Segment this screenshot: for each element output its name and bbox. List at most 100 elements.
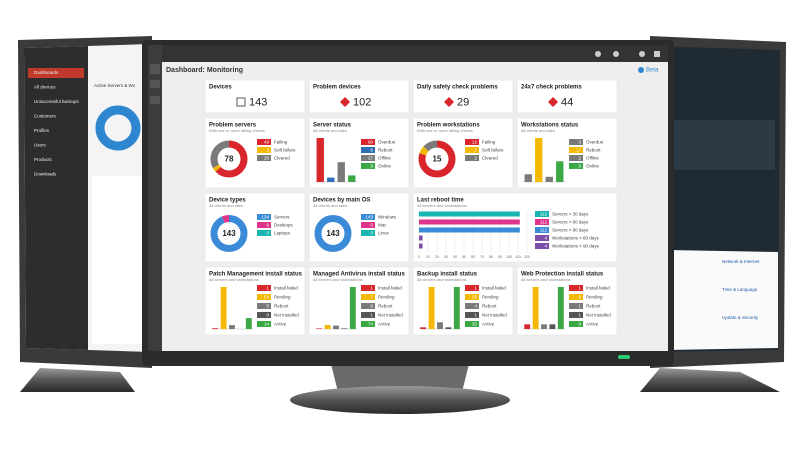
legend-label: Active	[274, 321, 287, 326]
x-tick-label: 10	[426, 255, 430, 259]
bar	[220, 287, 227, 329]
legend-swatch	[535, 211, 549, 217]
bar	[327, 177, 335, 182]
left-table	[92, 176, 146, 344]
bar	[549, 324, 556, 329]
legend-label: Overdue	[378, 139, 396, 144]
bar	[556, 161, 564, 182]
legend-value: 1	[370, 312, 373, 317]
bar	[419, 211, 520, 217]
tile-subtitle: With one or more failing checks	[209, 128, 265, 133]
legend-swatch	[361, 163, 375, 169]
legend-value: 1	[474, 312, 477, 317]
tile-bg	[204, 79, 306, 114]
legend-swatch	[465, 155, 479, 161]
x-tick-label: 30	[444, 255, 448, 259]
legend-label: Active	[586, 321, 599, 326]
legend-swatch	[535, 235, 549, 241]
donut-center: 15	[433, 155, 442, 164]
legend-label: Cleared	[482, 155, 498, 160]
legend-swatch	[361, 303, 375, 309]
legend-value: 1	[578, 312, 581, 317]
menu-item: All devices	[34, 85, 56, 90]
menu-item: Products	[34, 157, 53, 162]
tile-value: 102	[353, 96, 371, 108]
panel-title: Active Servers & Wo	[94, 83, 136, 88]
apps-icon[interactable]	[654, 51, 660, 57]
legend-label: Install failed	[482, 285, 506, 290]
bar	[316, 328, 323, 329]
x-tick-label: 50	[462, 255, 466, 259]
bar	[557, 287, 564, 329]
power-led	[618, 355, 630, 359]
bar	[348, 175, 356, 182]
bar	[419, 243, 423, 249]
donut-segment	[418, 140, 456, 178]
tile-subtitle: All clients and sites	[209, 203, 243, 208]
legend-value: 1	[578, 303, 581, 308]
tile-subtitle: All clients and sites	[521, 128, 555, 133]
legend-swatch	[361, 139, 375, 145]
bar	[316, 138, 324, 182]
bar	[333, 325, 339, 329]
legend-swatch	[257, 214, 271, 220]
legend-label: Reboot	[378, 303, 393, 308]
right-monitor: Network & Internet Time & Language Update …	[640, 36, 786, 392]
legend-swatch	[569, 147, 583, 153]
x-tick-label: 80	[489, 255, 493, 259]
left-stand	[20, 368, 135, 392]
user-icon[interactable]	[613, 51, 619, 57]
legend-swatch	[361, 285, 375, 291]
legend-value: 49	[264, 139, 270, 144]
tile-title: Devices	[209, 85, 232, 91]
legend-swatch	[465, 303, 479, 309]
legend-swatch	[361, 155, 375, 161]
tile-title: Managed Antivirus install status	[313, 272, 405, 278]
legend-swatch	[569, 163, 583, 169]
bar	[524, 174, 532, 182]
menu-item: Profiles	[34, 128, 50, 133]
legend-label: Active	[378, 321, 391, 326]
legend-value: 134	[261, 214, 269, 219]
tile-value: 29	[457, 96, 469, 108]
legend-swatch	[257, 312, 271, 318]
donut-center: 143	[222, 229, 236, 238]
legend-label: Install failed	[274, 285, 298, 290]
legend-swatch	[535, 219, 549, 225]
beta-badge[interactable]: Beta	[646, 68, 659, 74]
right-settings	[668, 250, 778, 350]
legend-swatch	[361, 321, 375, 327]
donut-center: 143	[326, 229, 340, 238]
legend-value: 1	[474, 285, 477, 290]
left-monitor: Active Servers & Wo Dashboards All devices…	[18, 36, 152, 392]
bar	[324, 325, 331, 329]
x-tick-label: 60	[471, 255, 475, 259]
bar	[419, 219, 520, 225]
x-tick-label: 20	[435, 255, 439, 259]
tile-title: Device types	[209, 198, 246, 204]
bar	[229, 325, 235, 329]
bar	[341, 328, 348, 329]
menu-item: Customers	[34, 114, 57, 119]
bar	[245, 318, 252, 329]
tile-subtitle: With one or more failing checks	[417, 128, 473, 133]
help-icon[interactable]	[639, 51, 645, 57]
legend-swatch	[569, 303, 583, 309]
tile-value: 143	[249, 96, 267, 108]
nav-icon	[150, 64, 160, 74]
x-tick-label: 70	[480, 255, 484, 259]
info-icon	[638, 67, 644, 73]
center-stand	[290, 360, 510, 414]
bar	[453, 287, 460, 329]
bell-icon[interactable]	[595, 51, 601, 57]
tile-bg	[308, 117, 410, 189]
tile-subtitle: All servers and workstations	[209, 277, 259, 282]
legend-value: 74	[368, 321, 374, 326]
side-bar	[148, 45, 162, 351]
